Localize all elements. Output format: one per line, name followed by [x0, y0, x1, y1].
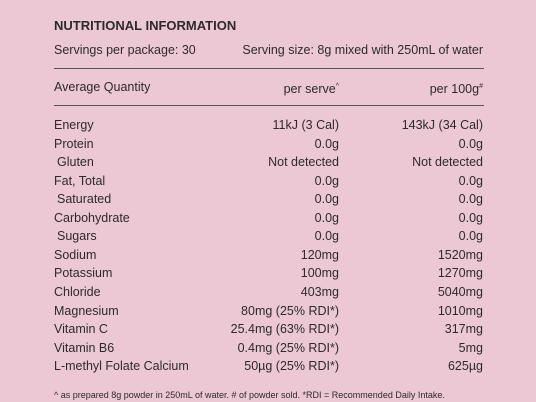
per-100g: Not detected	[412, 155, 483, 170]
per-100g: 5mg	[458, 340, 483, 355]
per-100g: 143kJ (34 Cal)	[401, 118, 483, 132]
row-label: Chloride	[54, 284, 101, 299]
footnote: ^ as prepared 8g powder in 250mL of wate…	[54, 390, 445, 400]
row-label: Magnesium	[54, 303, 119, 318]
per-serve: 0.4mg (25% RDI*)	[237, 340, 339, 355]
per-100g: 317mg	[444, 322, 483, 337]
per-100g: 1270mg	[437, 266, 483, 281]
per-serve: 0.0g	[314, 229, 339, 244]
row-label: Sodium	[54, 247, 97, 262]
per-serve: 100mg	[300, 266, 339, 281]
title: NUTRITIONAL INFORMATION	[54, 18, 237, 33]
per-serve: 0.0g	[314, 136, 339, 151]
row-label: L-methyl Folate Calcium	[54, 359, 189, 374]
per-100g: 625µg	[447, 359, 483, 374]
per-serve: 0.0g	[314, 210, 339, 225]
row-label: Carbohydrate	[54, 210, 130, 225]
per-100g: 0.0g	[458, 192, 483, 207]
row-label: Vitamin C	[54, 322, 108, 337]
per-serve: 11kJ (3 Cal)	[272, 118, 339, 132]
column-header: Average Quantity	[54, 80, 151, 94]
per-serve: 0.0g	[314, 192, 339, 207]
per-serve: 403mg	[300, 284, 339, 299]
per-serve: Not detected	[268, 155, 339, 170]
rule	[54, 105, 484, 106]
rule	[54, 68, 484, 69]
column-header: per serve^	[284, 80, 339, 96]
row-label: Saturated	[57, 192, 112, 207]
row-label: Sugars	[57, 229, 97, 244]
serving-size: Serving size: 8g mixed with 250mL of wat…	[242, 43, 483, 57]
per-serve: 25.4mg (63% RDI*)	[230, 322, 339, 337]
row-label: Gluten	[57, 155, 94, 170]
per-serve: 0.0g	[314, 173, 339, 188]
per-serve: 120mg	[300, 247, 339, 262]
row-label: Fat, Total	[54, 173, 106, 188]
row-label: Energy	[54, 118, 94, 132]
per-serve: 80mg (25% RDI*)	[241, 303, 339, 318]
per-serve: 50µg (25% RDI*)	[244, 359, 339, 374]
per-100g: 5040mg	[437, 284, 483, 299]
per-100g: 0.0g	[458, 136, 483, 151]
servings: Servings per package: 30	[54, 43, 196, 57]
row-label: Potassium	[54, 266, 113, 281]
per-100g: 1520mg	[437, 247, 483, 262]
per-100g: 0.0g	[458, 229, 483, 244]
column-header-sup: ^	[335, 83, 339, 90]
per-100g: 0.0g	[458, 210, 483, 225]
row-label: Vitamin B6	[54, 340, 115, 355]
per-100g: 1010mg	[437, 303, 483, 318]
column-header-text: per 100g	[429, 82, 480, 97]
column-header-text: per serve	[283, 82, 336, 97]
row-label: Protein	[54, 136, 94, 151]
column-header: per 100g#	[430, 80, 483, 96]
per-100g: 0.0g	[458, 173, 483, 188]
column-header-sup: #	[479, 83, 483, 90]
